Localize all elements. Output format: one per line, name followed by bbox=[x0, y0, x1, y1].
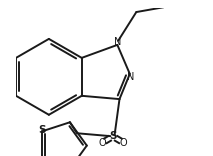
Text: O: O bbox=[98, 138, 106, 148]
Text: N: N bbox=[115, 37, 122, 47]
Text: O: O bbox=[120, 138, 127, 148]
Text: S: S bbox=[109, 132, 117, 141]
Text: S: S bbox=[38, 125, 45, 135]
Text: N: N bbox=[127, 72, 135, 82]
